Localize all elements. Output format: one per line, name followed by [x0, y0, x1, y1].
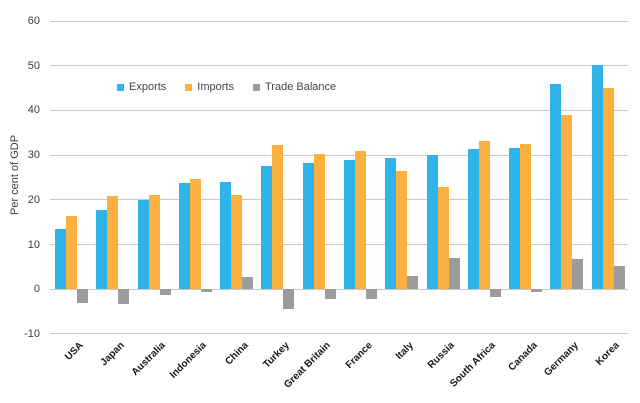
bar-exports: [137, 199, 149, 290]
bar-imports: [396, 170, 408, 290]
bar-exports: [550, 84, 562, 290]
y-tick-label: 60: [27, 15, 40, 27]
bar-imports: [66, 215, 77, 290]
legend-item-imports: Imports: [185, 81, 234, 93]
y-tick-label: 40: [27, 104, 40, 117]
bar-imports: [437, 186, 449, 290]
gridline: [50, 20, 628, 22]
bar-imports: [231, 194, 243, 290]
bar-exports: [426, 155, 438, 290]
legend-item-exports: Exports: [117, 81, 166, 93]
legend-item-trade-balance: Trade Balance: [252, 81, 337, 93]
y-tick-label: 50: [27, 59, 40, 72]
bar-trade-balance: [366, 289, 377, 299]
gridline: [50, 244, 628, 246]
bar-trade-balance: [407, 276, 419, 290]
bar-exports: [178, 182, 190, 290]
bar-trade-balance: [159, 289, 171, 295]
bar-imports: [602, 88, 614, 290]
gridline: [50, 154, 628, 156]
bar-imports: [478, 141, 490, 290]
legend-label-imports: Imports: [197, 81, 234, 93]
legend-label-trade-balance: Trade Balance: [264, 81, 337, 93]
bar-trade-balance: [283, 289, 295, 310]
bar-exports: [509, 147, 521, 290]
gridline: [50, 333, 628, 335]
y-tick-label: 10: [27, 238, 40, 251]
bar-trade-balance: [613, 266, 625, 290]
y-tick-label: 0: [33, 283, 40, 296]
legend: Exports Imports Trade Balance: [117, 81, 336, 93]
bar-exports: [55, 228, 66, 290]
bar-imports: [107, 195, 119, 290]
bar-trade-balance: [448, 257, 460, 290]
bar-imports: [148, 194, 160, 290]
y-tick-label: -10: [24, 327, 40, 340]
gridline: [50, 199, 628, 201]
bar-trade-balance: [242, 276, 254, 290]
legend-swatch-imports: [185, 83, 193, 91]
bar-imports: [520, 144, 532, 290]
gridline: [50, 288, 628, 290]
bar-exports: [385, 157, 397, 290]
legend-swatch-exports: [117, 83, 124, 91]
bar-imports: [313, 154, 325, 290]
bar-imports: [272, 145, 284, 290]
bar-exports: [302, 163, 314, 290]
bar-trade-balance: [324, 289, 336, 299]
bar-trade-balance: [531, 289, 543, 293]
y-tick-label: 20: [27, 193, 40, 206]
bar-exports: [261, 165, 273, 290]
bar-imports: [189, 179, 201, 290]
bar-exports: [96, 210, 108, 290]
bar-exports: [591, 64, 603, 290]
bar-trade-balance: [200, 289, 212, 292]
bar-exports: [467, 149, 479, 290]
bar-trade-balance: [118, 289, 130, 304]
bar-trade-balance: [77, 289, 88, 303]
bar-exports: [220, 181, 232, 290]
gridline: [50, 65, 628, 67]
bar-trade-balance: [572, 258, 584, 290]
bar-exports: [344, 160, 355, 290]
bar-imports: [561, 114, 573, 290]
legend-swatch-trade-balance: [252, 83, 260, 91]
bar-trade-balance: [489, 289, 501, 298]
y-tick-label: 30: [27, 149, 40, 162]
bar-imports: [355, 150, 366, 290]
legend-label-exports: Exports: [129, 81, 167, 93]
gridline: [50, 109, 628, 111]
